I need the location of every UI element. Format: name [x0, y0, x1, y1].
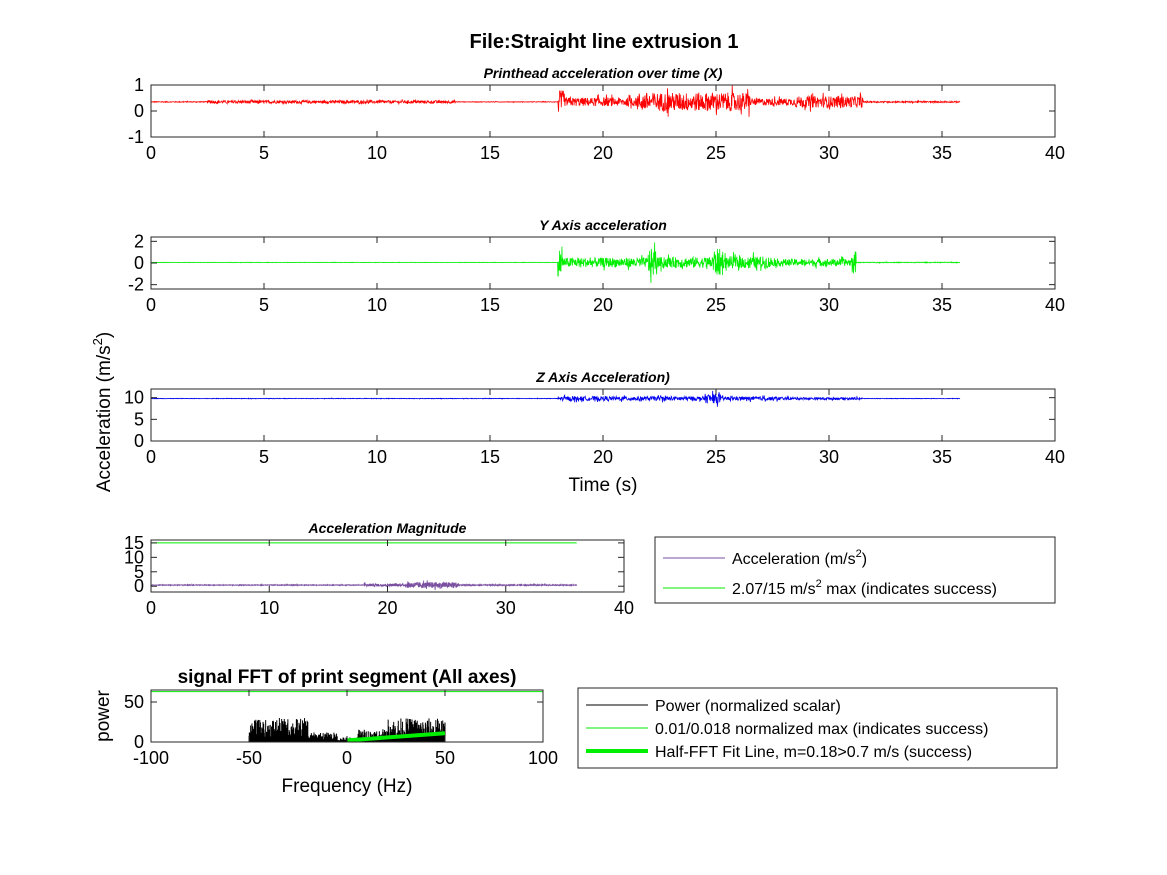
x-tick-label: 25: [706, 143, 726, 163]
signal-line: [151, 242, 961, 283]
fft-plot: -100 -50 0 50 100 50 0 signal FFT of print segm…: [93, 667, 558, 797]
y-tick-label: 50: [124, 692, 144, 712]
plot-title: Printhead acceleration over time (X): [484, 65, 723, 81]
fit-line: [346, 731, 446, 742]
x-tick-label: 0: [146, 295, 156, 315]
x-tick-label: 20: [593, 295, 613, 315]
legend-entry-label: Power (normalized scalar): [655, 698, 841, 715]
y-tick-label: -2: [128, 275, 144, 295]
x-tick-label: 30: [819, 295, 839, 315]
x-tick-label: 20: [593, 447, 613, 467]
figure-title: File:Straight line extrusion 1: [470, 31, 739, 53]
x-tick-label: 40: [1045, 447, 1065, 467]
x-tick-label: 10: [367, 143, 387, 163]
legend-box: [577, 687, 1058, 769]
y-tick-label: 0: [134, 253, 144, 273]
x-tick-label: 10: [367, 295, 387, 315]
x-tick-label: 30: [819, 447, 839, 467]
fft-legend: Power (normalized scalar) 0.01/0.018 norm…: [577, 687, 1058, 769]
x-tick-label: 30: [819, 143, 839, 163]
y-tick-label: 0: [134, 576, 144, 596]
x-tick-label: 40: [614, 598, 634, 618]
x-tick-label: 0: [146, 598, 156, 618]
x-tick-label: -100: [133, 748, 169, 768]
y-tick-label: 10: [124, 388, 144, 408]
x-tick-label: 25: [706, 295, 726, 315]
x-tick-label: 5: [259, 143, 269, 163]
x-tick-label: 35: [932, 143, 952, 163]
x-tick-label: 0: [146, 143, 156, 163]
y-tick-label: 2: [134, 231, 144, 251]
acceleration-magnitude-legend: Acceleration (m/s2) 2.07/15 m/s2 max (ind…: [654, 536, 1056, 604]
plot-title: signal FFT of print segment (All axes): [178, 667, 517, 688]
plot-title: Z Axis Acceleration): [535, 369, 670, 385]
signal-line: [151, 580, 577, 591]
x-tick-label: 35: [932, 447, 952, 467]
x-tick-label: 5: [259, 295, 269, 315]
y-tick-label: 5: [134, 562, 144, 582]
x-tick-label: 0: [146, 447, 156, 467]
x-tick-label: 20: [593, 143, 613, 163]
x-tick-label: 5: [259, 447, 269, 467]
y-tick-label: 0: [134, 101, 144, 121]
x-tick-label: 30: [496, 598, 516, 618]
x-tick-label: 10: [367, 447, 387, 467]
x-tick-label: 20: [377, 598, 397, 618]
x-tick-label: 15: [480, 143, 500, 163]
y-tick-label: 5: [134, 409, 144, 429]
x-axis-label: Time (s): [569, 475, 638, 496]
plot-title: Y Axis acceleration: [539, 217, 667, 233]
x-tick-label: 25: [706, 447, 726, 467]
legend-entry-label: 2.07/15 m/s2 max (indicates success): [732, 578, 997, 598]
legend-entry-label: Half-FFT Fit Line, m=0.18>0.7 m/s (succe…: [655, 744, 972, 761]
x-tick-label: 35: [932, 295, 952, 315]
plot-title: Acceleration Magnitude: [308, 520, 467, 536]
y-tick-label: 0: [134, 431, 144, 451]
x-tick-label: -50: [236, 748, 262, 768]
x-tick-label: 15: [480, 295, 500, 315]
y-tick-label: 1: [134, 75, 144, 95]
x-tick-label: 15: [480, 447, 500, 467]
x-tick-label: 40: [1045, 295, 1065, 315]
y-tick-label: 15: [124, 533, 144, 553]
legend-entry-label: 0.01/0.018 normalized max (indicates suc…: [655, 721, 989, 738]
y-tick-label: 0: [134, 732, 144, 752]
x-tick-label: 0: [342, 748, 352, 768]
shared-y-axis-label: Acceleration (m/s2): [90, 332, 115, 492]
y-tick-label: 10: [124, 547, 144, 567]
x-tick-label: 50: [435, 748, 455, 768]
legend-box: [654, 536, 1056, 604]
signal-line: [151, 390, 961, 407]
x-tick-label: 40: [1045, 143, 1065, 163]
y-tick-label: -1: [128, 127, 144, 147]
y-axis-label: power: [93, 689, 114, 741]
legend-entry-label: Acceleration (m/s2): [732, 548, 867, 568]
x-axis-label: Frequency (Hz): [282, 776, 413, 797]
x-tick-label: 100: [528, 748, 558, 768]
signal-line: [151, 85, 961, 117]
x-tick-label: 10: [259, 598, 279, 618]
